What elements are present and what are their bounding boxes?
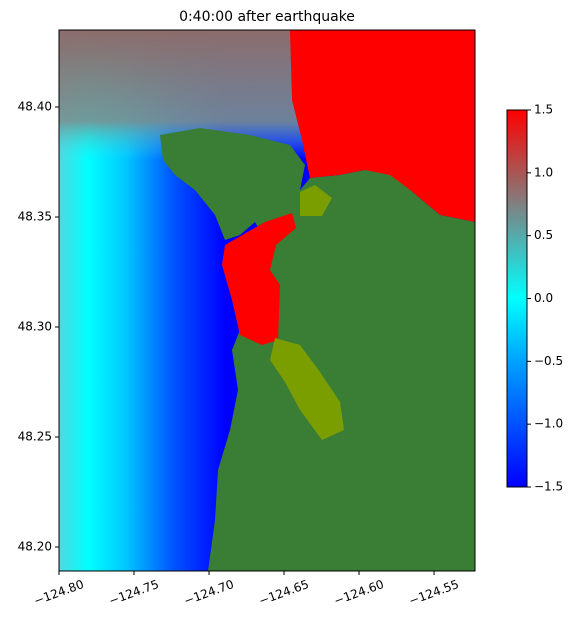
- y-tick-label: 48.35: [18, 210, 52, 224]
- colorbar-tick-label: 0.5: [534, 228, 553, 242]
- y-tick-label: 48.25: [18, 430, 52, 444]
- colorbar-tick-label: −1.5: [534, 480, 563, 494]
- chart-title: 0:40:00 after earthquake: [179, 9, 355, 25]
- inlet: [270, 338, 344, 440]
- tidal-flat: [300, 185, 332, 216]
- colorbar-tick-label: 1.0: [534, 165, 553, 179]
- x-tick-label: −124.65: [257, 577, 311, 608]
- y-tick-label: 48.40: [18, 100, 52, 114]
- x-tick-label: −124.75: [107, 577, 161, 608]
- x-tick-label: −124.60: [332, 577, 386, 608]
- axes-frame: [58, 29, 476, 572]
- colorbar-tick-label: 0.0: [534, 291, 553, 305]
- colorbar: [506, 109, 528, 488]
- x-tick-label: −124.55: [407, 577, 461, 608]
- colorbar-tick-label: −0.5: [534, 354, 563, 368]
- colorbar-tick-label: −1.0: [534, 417, 563, 431]
- land: [160, 128, 475, 571]
- y-tick-label: 48.20: [18, 540, 52, 554]
- map: [59, 30, 475, 571]
- y-tick-label: 48.30: [18, 320, 52, 334]
- ocean-east: [290, 30, 475, 222]
- colorbar-tick-label: 1.5: [534, 103, 553, 117]
- x-tick-label: −124.80: [32, 577, 86, 608]
- strait: [222, 213, 296, 345]
- x-tick-label: −124.70: [182, 577, 236, 608]
